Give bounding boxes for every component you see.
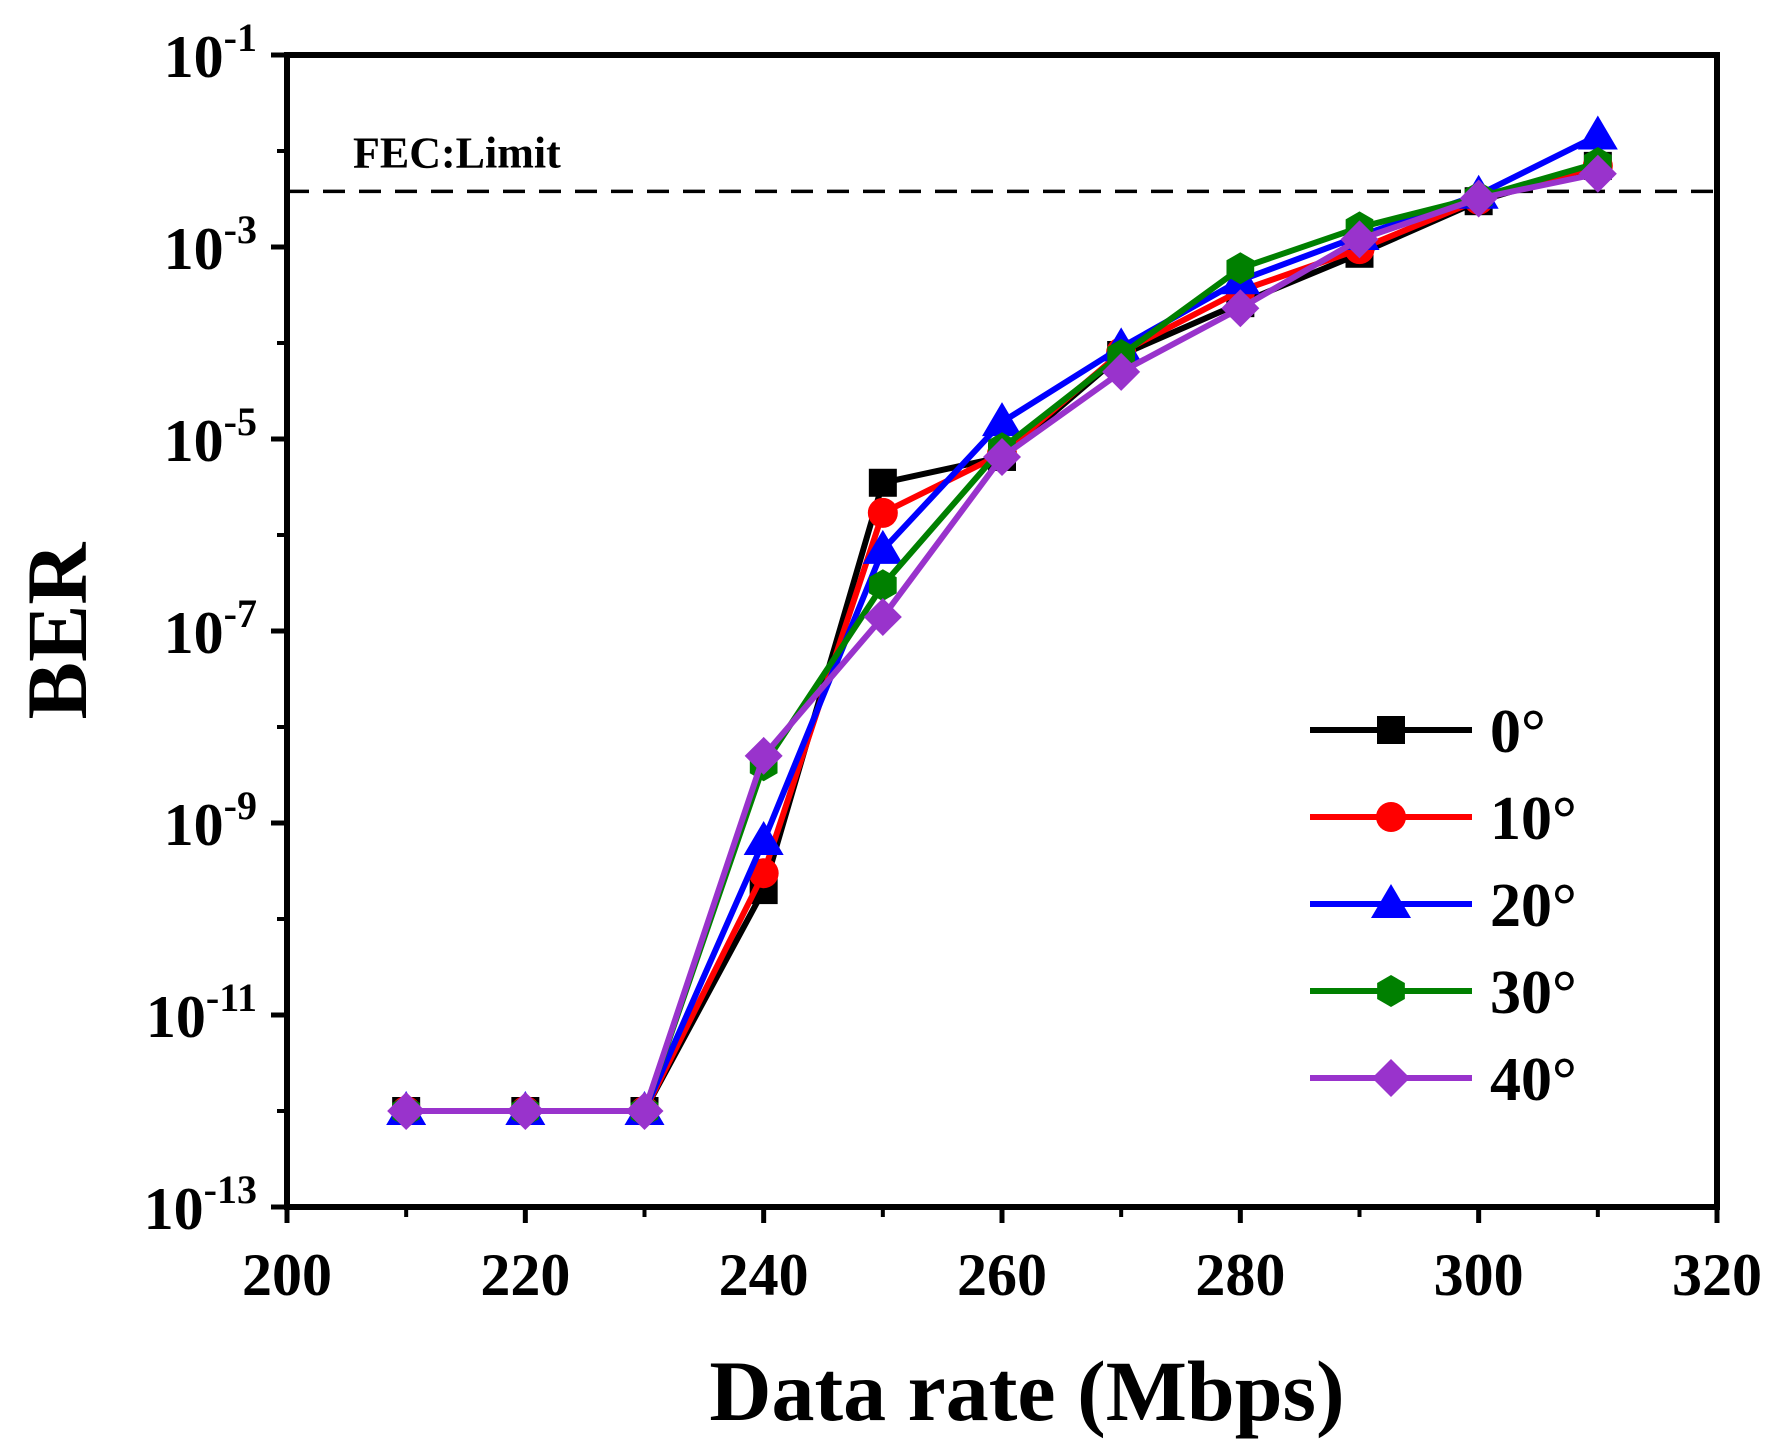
legend-label: 40°	[1490, 1046, 1577, 1114]
data-point	[1221, 289, 1260, 328]
series-2	[386, 115, 1618, 1125]
data-point	[506, 1092, 545, 1130]
legend-entry: 30°	[1310, 959, 1577, 1027]
data-point	[743, 820, 784, 855]
y-tick-label: 10-7	[164, 591, 257, 666]
data-point	[862, 529, 903, 564]
legend-marker	[1372, 1059, 1410, 1097]
data-point	[625, 1092, 664, 1130]
data-point	[867, 497, 898, 528]
data-point	[1226, 252, 1255, 285]
series-line	[406, 160, 1599, 1114]
y-tick-label: 10-9	[164, 783, 257, 858]
x-tick-label: 300	[1434, 1242, 1524, 1308]
x-tick-label: 240	[719, 1242, 809, 1308]
data-point	[868, 468, 897, 497]
data-point	[744, 736, 783, 775]
legend-marker	[1377, 975, 1405, 1007]
legend-marker	[1371, 884, 1411, 918]
y-tick-label: 10-13	[144, 1167, 257, 1242]
x-tick-label: 280	[1195, 1242, 1285, 1308]
y-axis-label: BER	[9, 542, 105, 720]
x-tick-label: 260	[957, 1242, 1047, 1308]
plot-frame	[284, 52, 1720, 1210]
series-4	[387, 154, 1617, 1130]
legend-entry: 0°	[1310, 698, 1546, 766]
data-point	[1577, 115, 1618, 150]
data-point	[1578, 154, 1617, 193]
data-point	[387, 1092, 426, 1130]
x-tick-label: 200	[242, 1242, 332, 1308]
legend-label: 10°	[1490, 785, 1577, 853]
series-1	[391, 150, 1613, 1126]
data-point	[1459, 179, 1498, 218]
data-point	[748, 858, 779, 889]
series-3	[392, 146, 1612, 1127]
series-line	[406, 132, 1600, 1114]
series-line	[406, 162, 1599, 1114]
y-tick-label: 10-3	[164, 207, 257, 282]
data-point	[863, 597, 902, 636]
data-point	[983, 437, 1021, 476]
x-axis-label: Data rate (Mbps)	[709, 1343, 1344, 1439]
legend-label: 0°	[1490, 698, 1546, 766]
legend-entry: 10°	[1310, 785, 1577, 853]
legend-entry: 20°	[1310, 872, 1577, 940]
legend-entry: 40°	[1310, 1046, 1577, 1114]
data-point	[1340, 220, 1379, 259]
legend-label: 20°	[1490, 872, 1577, 940]
x-tick-label: 220	[480, 1242, 570, 1308]
series-line	[406, 162, 1599, 1114]
data-point	[1102, 352, 1141, 391]
legend-marker	[1376, 802, 1406, 832]
fec-limit-label: FEC:Limit	[353, 128, 561, 177]
data-point	[982, 402, 1022, 437]
y-tick-label: 10-1	[164, 15, 257, 90]
y-tick-label: 10-5	[164, 399, 257, 474]
series-0	[392, 151, 1612, 1125]
legend-marker	[1377, 716, 1405, 744]
legend-label: 30°	[1490, 959, 1577, 1027]
y-tick-label: 10-11	[146, 975, 257, 1050]
series-line	[406, 170, 1599, 1114]
data-point	[868, 569, 897, 602]
x-tick-label: 320	[1672, 1242, 1762, 1308]
